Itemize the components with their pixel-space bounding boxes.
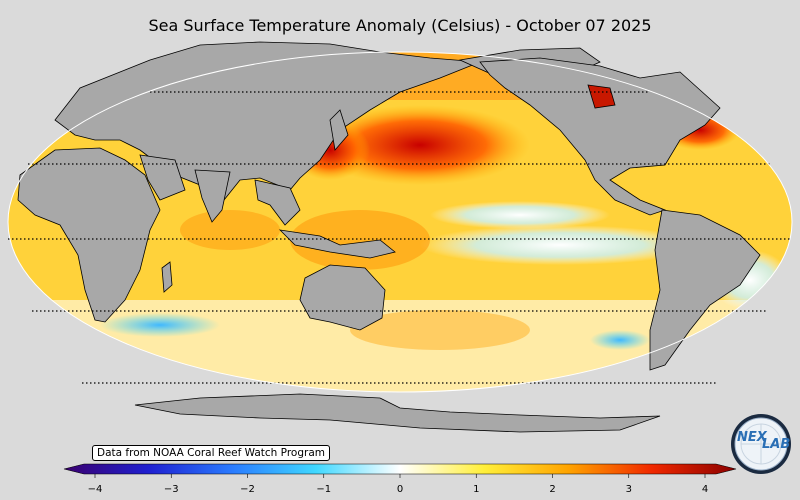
colorbar-tick-label: 3 — [625, 484, 632, 495]
nexlab-logo — [731, 414, 791, 474]
colorbar-tick-label: −2 — [240, 484, 255, 495]
land-north-america — [479, 57, 721, 216]
land-indonesia — [278, 229, 396, 259]
land-japan — [329, 109, 349, 151]
globe-outline — [7, 51, 793, 393]
land-south-america — [649, 209, 761, 371]
land-se-asia — [254, 179, 301, 226]
land-arabia — [139, 154, 186, 201]
land-madagascar — [161, 261, 173, 293]
map-title: Sea Surface Temperature Anomaly (Celsius… — [148, 16, 652, 35]
colorbar-tick-label: 0 — [396, 484, 404, 495]
data-credit-label: Data from NOAA Coral Reef Watch Program — [92, 445, 330, 461]
logo-text-lab: LAB — [762, 437, 791, 452]
land-india — [194, 169, 231, 223]
colorbar-tick-label: 1 — [473, 484, 480, 495]
hudson-bay — [587, 84, 616, 109]
colorbar-tick-label: −3 — [163, 484, 179, 495]
colorbar-bar — [63, 463, 737, 475]
colorbar-tick-label: −1 — [316, 484, 332, 495]
land-africa — [17, 147, 161, 323]
graticule — [8, 91, 792, 384]
logo-text-nex: NEX — [737, 430, 767, 445]
colorbar — [63, 463, 737, 478]
colorbar-tick-label: −4 — [87, 484, 103, 495]
land-antarctica — [134, 393, 661, 433]
colorbar-tick-label: 4 — [701, 484, 709, 495]
land-australia — [299, 264, 386, 331]
colorbar-tick-label: 2 — [549, 484, 556, 495]
